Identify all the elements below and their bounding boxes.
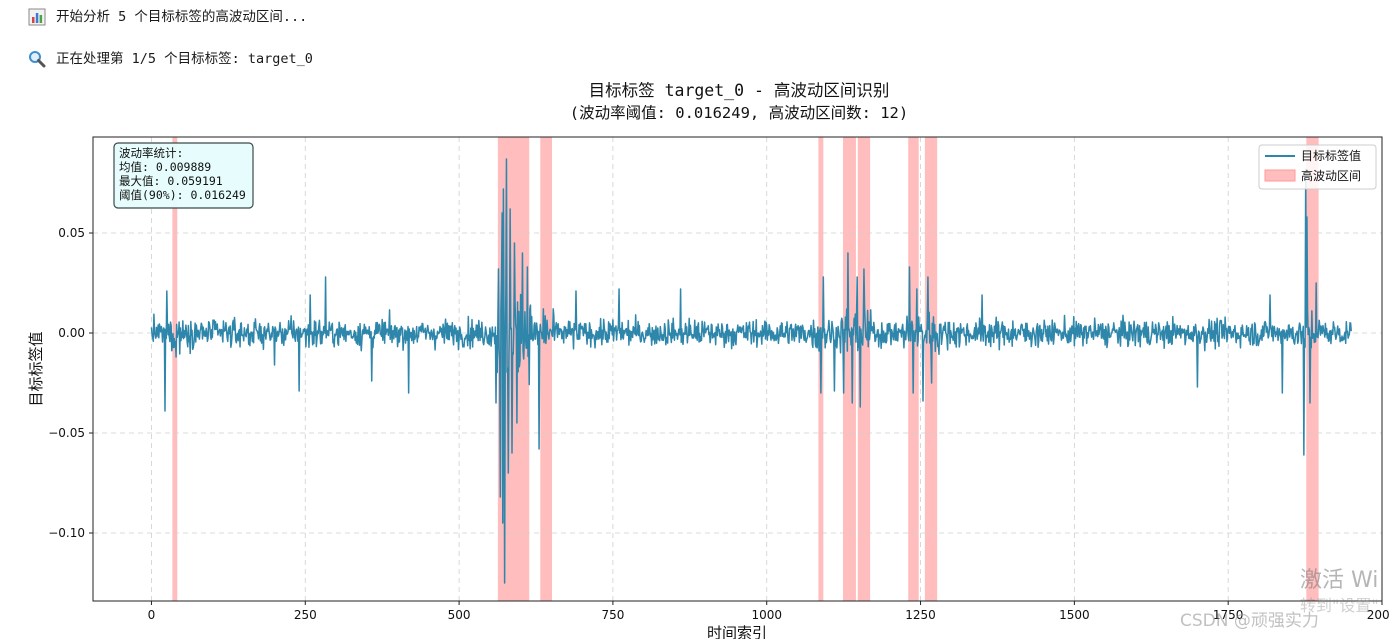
bar-chart-icon bbox=[28, 8, 46, 26]
x-tick-label-6: 1500 bbox=[1059, 608, 1090, 622]
high-volatility-band-4 bbox=[843, 137, 856, 601]
log-line-start: 开始分析 5 个目标标签的高波动区间... bbox=[28, 8, 307, 26]
y-tick-label-2: −0.05 bbox=[48, 426, 85, 440]
volatility-stats-box: 波动率统计: 均值: 0.009889 最大值: 0.059191 阈值(90%… bbox=[113, 142, 254, 209]
chart-title: 目标标签 target_0 - 高波动区间识别 bbox=[589, 81, 890, 100]
series-line-target-value bbox=[150, 158, 1352, 584]
log-text-start: 开始分析 5 个目标标签的高波动区间... bbox=[56, 9, 308, 25]
chart-legend: 目标标签值 高波动区间 bbox=[1258, 144, 1377, 190]
stats-mean: 均值: 0.009889 bbox=[119, 160, 211, 174]
y-axis-label: 目标标签值 bbox=[27, 331, 45, 406]
legend-label-bands: 高波动区间 bbox=[1301, 168, 1361, 183]
stats-threshold: 阈值(90%): 0.016249 bbox=[119, 188, 246, 202]
y-tick-label-3: −0.10 bbox=[48, 526, 85, 540]
x-tick-label-0: 0 bbox=[148, 608, 156, 622]
high-volatility-band-8 bbox=[1306, 137, 1319, 601]
x-tick-label-1: 250 bbox=[294, 608, 317, 622]
x-tick-label-5: 1250 bbox=[905, 608, 936, 622]
y-tick-label-1: 0.00 bbox=[58, 326, 85, 340]
y-axis-ticks: 0.05 0.00 −0.05 −0.10 bbox=[48, 226, 93, 540]
high-volatility-band-0 bbox=[172, 137, 178, 601]
grid-lines bbox=[93, 137, 1383, 601]
activate-windows-watermark: 激活 Wi bbox=[1300, 568, 1379, 593]
x-tick-label-3: 750 bbox=[601, 608, 624, 622]
magnifier-icon bbox=[28, 50, 46, 68]
legend-band-swatch bbox=[1264, 169, 1296, 182]
x-tick-label-2: 500 bbox=[448, 608, 471, 622]
chart-subtitle: (波动率阈值: 0.016249, 高波动区间数: 12) bbox=[570, 104, 908, 122]
log-line-processing: 正在处理第 1/5 个目标标签: target_0 bbox=[28, 50, 313, 68]
stats-title: 波动率统计: bbox=[119, 146, 183, 160]
high-volatility-band-2 bbox=[540, 137, 552, 601]
x-axis-label: 时间索引 bbox=[707, 624, 767, 639]
plot-frame bbox=[92, 136, 1383, 602]
high-volatility-band-5 bbox=[857, 137, 871, 601]
x-tick-label-7: 1750 bbox=[1213, 608, 1244, 622]
series-target-value bbox=[150, 158, 1352, 584]
high-volatility-bands bbox=[172, 137, 1319, 601]
log-text-processing: 正在处理第 1/5 个目标标签: target_0 bbox=[56, 51, 313, 67]
settings-watermark: 转到"设置" bbox=[1300, 596, 1379, 615]
legend-label-series: 目标标签值 bbox=[1301, 148, 1361, 163]
x-tick-label-4: 1000 bbox=[751, 608, 782, 622]
stats-max: 最大值: 0.059191 bbox=[119, 174, 223, 188]
csdn-watermark: CSDN @顽强实力 bbox=[1180, 611, 1319, 631]
y-tick-label-0: 0.05 bbox=[58, 226, 85, 240]
volatility-chart: 目标标签 target_0 - 高波动区间识别 (波动率阈值: 0.016249… bbox=[27, 81, 1390, 639]
